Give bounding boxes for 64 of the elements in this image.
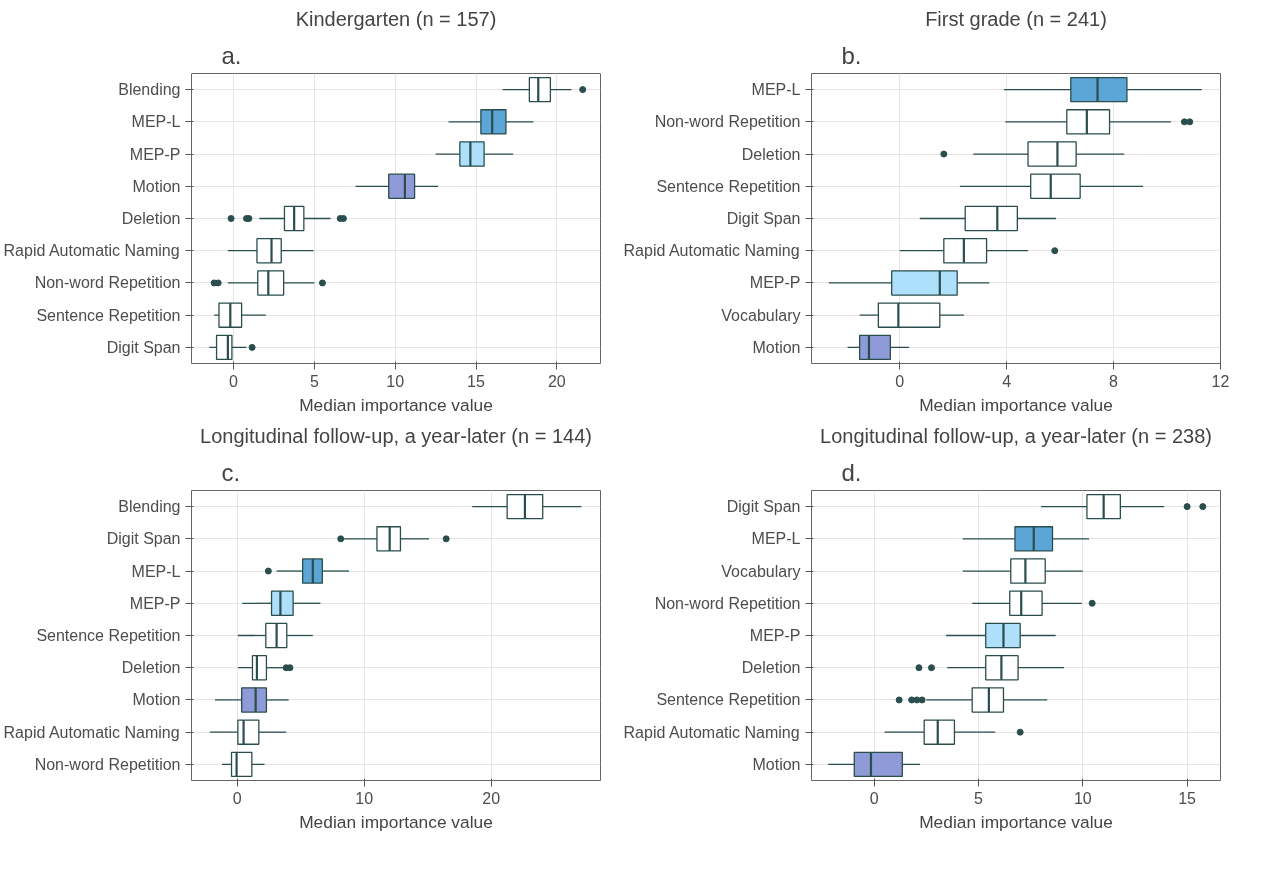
x-tick-label: 5 — [973, 789, 983, 807]
text: b. — [841, 41, 862, 69]
x-tick-label: 0 — [229, 372, 239, 390]
y-tick-label: MEP-L — [131, 562, 181, 580]
y-tick-label: Motion — [752, 755, 801, 773]
chart-title: Longitudinal follow-up, a year-later (n = 238) — [820, 424, 1212, 447]
y-tick-label: Rapid Automatic Naming — [623, 723, 800, 741]
y-tick-label: MEP-P — [129, 594, 181, 612]
x-tick-label: 15 — [467, 372, 486, 390]
y-tick-label: Deletion — [121, 659, 181, 677]
y-tick-label: Deletion — [741, 145, 801, 163]
y-tick-label: Digit Span — [106, 338, 181, 356]
text: c. — [221, 458, 241, 486]
x-axis-title: Median importance value — [919, 394, 1113, 415]
y-tick-label: Blending — [118, 81, 181, 99]
x-tick-label: 15 — [1178, 789, 1197, 807]
x-tick-label: 20 — [547, 372, 566, 390]
chart-title: First grade (n = 241) — [925, 7, 1107, 30]
chart-title: Kindergarten (n = 157) — [295, 7, 497, 30]
x-tick-label: 10 — [386, 372, 405, 390]
y-tick-label: MEP-L — [751, 530, 801, 548]
y-tick-label: Non-word Repetition — [654, 594, 801, 612]
x-tick-label: 10 — [355, 789, 374, 807]
y-tick-label: Digit Span — [106, 530, 181, 548]
y-tick-label: Non-word Repetition — [34, 755, 181, 773]
y-tick-label: MEP-L — [751, 81, 801, 99]
y-tick-label: Blending — [118, 498, 181, 516]
y-tick-label: Motion — [752, 338, 801, 356]
x-tick-label: 10 — [1073, 789, 1092, 807]
y-tick-label: Sentence Repetition — [656, 177, 801, 195]
y-tick-label: MEP-L — [131, 113, 181, 131]
text: d. — [841, 458, 862, 486]
y-tick-label: Sentence Repetition — [36, 306, 181, 324]
y-tick-label: Rapid Automatic Naming — [3, 723, 180, 741]
x-axis-title: Median importance value — [299, 394, 493, 415]
x-axis-title: Median importance value — [299, 811, 493, 832]
x-tick-label: 8 — [1109, 372, 1119, 390]
y-tick-label: Vocabulary — [721, 562, 801, 580]
chart-title: Longitudinal follow-up, a year-later (n = 144) — [200, 424, 592, 447]
x-tick-label: 4 — [1002, 372, 1012, 390]
text: a. — [221, 41, 242, 69]
y-tick-label: MEP-P — [129, 145, 181, 163]
x-tick-label: 5 — [309, 372, 319, 390]
x-tick-label: 0 — [232, 789, 242, 807]
y-tick-label: Non-word Repetition — [654, 113, 801, 131]
y-tick-label: Sentence Repetition — [656, 691, 801, 709]
y-tick-label: Vocabulary — [721, 306, 801, 324]
y-tick-label: Digit Span — [726, 498, 801, 516]
y-tick-label: Digit Span — [726, 210, 801, 227]
x-axis-title: Median importance value — [919, 811, 1113, 832]
y-tick-label: Motion — [132, 177, 181, 195]
y-tick-label: MEP-P — [749, 627, 801, 644]
y-tick-label: MEP-P — [749, 274, 801, 292]
y-tick-label: Sentence Repetition — [36, 627, 181, 644]
y-tick-label: Rapid Automatic Naming — [623, 242, 800, 260]
x-tick-label: 20 — [482, 789, 501, 807]
y-tick-label: Rapid Automatic Naming — [3, 242, 180, 260]
x-tick-label: 12 — [1211, 372, 1230, 390]
x-tick-label: 0 — [895, 372, 905, 390]
y-tick-label: Deletion — [741, 659, 801, 677]
y-tick-label: Deletion — [121, 210, 181, 227]
y-tick-label: Motion — [132, 691, 181, 709]
y-tick-label: Non-word Repetition — [34, 274, 181, 292]
x-tick-label: 0 — [869, 789, 879, 807]
